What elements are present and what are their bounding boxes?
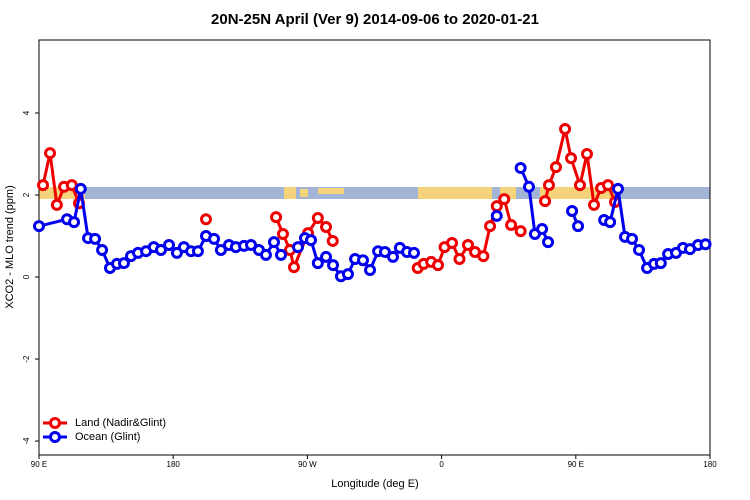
y-tick-label: 2 [22,192,31,197]
data-point [200,213,213,226]
legend-label: Land (Nadir&Glint) [75,417,166,429]
data-point [270,211,283,224]
data-point [287,261,300,274]
data-point [542,179,555,192]
data-point [566,205,579,218]
data-point [208,232,221,245]
chart-title: 20N-25N April (Ver 9) 2014-09-06 to 2020… [211,11,539,28]
data-point [580,148,593,161]
data-point [461,239,474,252]
data-point [602,179,615,192]
data-point [326,234,339,247]
data-point [498,193,511,206]
data-point [604,216,617,229]
data-point [587,198,600,211]
data-point [549,161,562,174]
x-tick-label: 180 [703,460,717,469]
data-point [33,220,45,233]
data-point [117,257,130,270]
data-point [357,254,370,267]
y-tick-label: 4 [22,110,31,115]
data-point [191,245,204,258]
data-point [699,238,712,251]
legend-label: Ocean (Glint) [75,431,140,443]
series-line [603,188,706,271]
x-tick-label: 90 E [568,460,584,469]
data-point [320,250,333,263]
data-point [50,198,63,211]
data-point [154,243,167,256]
data-point [275,248,288,261]
x-axis-label: Longitude (deg E) [331,478,418,490]
data-point [514,225,527,238]
data-point [364,264,377,277]
data-point [432,259,445,272]
data-point [304,234,317,247]
data-point [573,179,586,192]
data-point [565,152,578,165]
data-point [74,182,87,195]
data-point [292,241,305,254]
data-point [341,268,354,281]
data-point [386,250,399,263]
data-point [378,246,391,259]
y-axis-label: XCO2 - MLO trend (ppm) [4,185,16,308]
data-point [484,220,497,233]
data-point [259,248,272,261]
data-point [572,220,585,233]
data-point [453,252,466,265]
data-point [267,236,280,249]
data-point [311,211,324,224]
data-point [611,182,624,195]
data-point [539,195,552,208]
data-point [626,232,639,245]
x-tick-label: 180 [167,460,181,469]
y-tick-label: -4 [22,437,31,445]
y-tick-label: 0 [22,274,31,279]
legend-marker [49,417,61,429]
data-point [408,246,421,259]
data-point [514,161,527,174]
data-point [96,243,109,256]
data-point [654,257,667,270]
data-point [68,216,81,229]
data-point [214,243,227,256]
data-point [536,223,549,236]
data-point [311,257,324,270]
data-point [633,243,646,256]
data-point [542,236,555,249]
data-point [163,239,176,252]
data-point [477,250,490,263]
legend-marker [49,431,61,443]
data-point [559,122,572,135]
x-tick-label: 90 W [298,460,317,469]
data-point [327,259,340,272]
y-tick-label: -2 [22,355,31,363]
x-tick-label: 0 [439,460,444,469]
data-point [446,236,459,249]
data-point [320,220,333,233]
legend: Land (Nadir&Glint) Ocean (Glint) [43,417,166,443]
x-tick-label: 90 E [31,460,47,469]
data-point [490,209,503,222]
data-point [276,227,289,240]
data-point [37,179,50,192]
data-point [89,232,102,245]
data-point [505,218,518,231]
data-point [44,147,57,160]
data-point [522,180,535,193]
